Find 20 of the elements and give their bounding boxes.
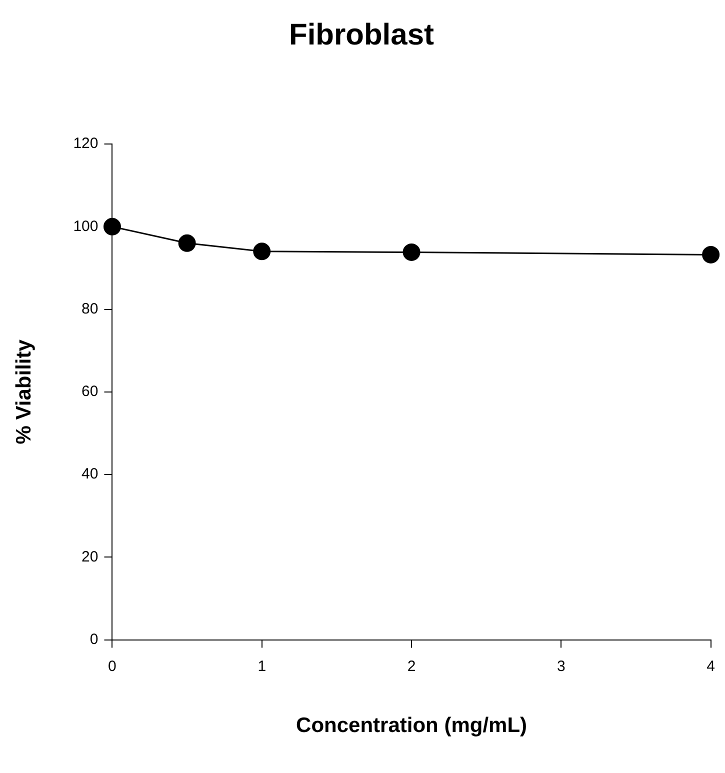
y-tick-label: 0 xyxy=(90,630,98,648)
y-tick-label: 100 xyxy=(73,218,98,235)
x-axis-title: Concentration (mg/mL) xyxy=(296,714,528,738)
chart-title: Fibroblast xyxy=(288,18,434,52)
x-tick-label: 4 xyxy=(706,658,715,675)
x-tick-label: 2 xyxy=(407,658,416,675)
y-tick-label: 80 xyxy=(82,300,98,318)
point xyxy=(253,242,271,260)
y-axis-title: % Viability xyxy=(12,339,36,444)
x-tick-label: 3 xyxy=(557,658,566,675)
point xyxy=(702,246,720,264)
x-tick-label: 0 xyxy=(108,658,116,675)
point xyxy=(103,218,121,236)
y-tick-label: 120 xyxy=(73,135,98,152)
y-tick-label: 40 xyxy=(82,466,98,483)
point xyxy=(402,244,420,261)
x-tick-label: 1 xyxy=(258,658,266,675)
y-tick-label: 60 xyxy=(82,383,98,400)
point xyxy=(178,234,196,252)
y-tick-label: 20 xyxy=(82,548,98,566)
